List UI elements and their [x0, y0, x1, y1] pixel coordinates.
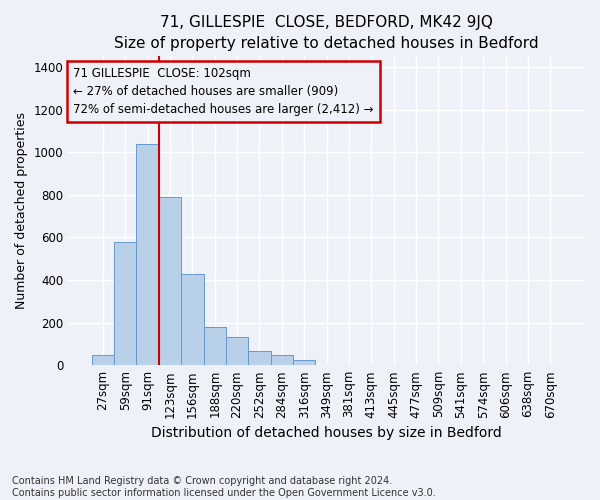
- Text: 71 GILLESPIE  CLOSE: 102sqm
← 27% of detached houses are smaller (909)
72% of se: 71 GILLESPIE CLOSE: 102sqm ← 27% of deta…: [73, 67, 374, 116]
- Y-axis label: Number of detached properties: Number of detached properties: [15, 112, 28, 310]
- Bar: [159, 197, 181, 365]
- Bar: [203, 327, 226, 365]
- Bar: [136, 144, 159, 365]
- Bar: [114, 242, 136, 365]
- Bar: [226, 338, 248, 365]
- Title: 71, GILLESPIE  CLOSE, BEDFORD, MK42 9JQ
Size of property relative to detached ho: 71, GILLESPIE CLOSE, BEDFORD, MK42 9JQ S…: [114, 15, 539, 51]
- X-axis label: Distribution of detached houses by size in Bedford: Distribution of detached houses by size …: [151, 426, 502, 440]
- Bar: [271, 354, 293, 365]
- Bar: [293, 360, 316, 365]
- Bar: [92, 354, 114, 365]
- Bar: [181, 274, 203, 365]
- Bar: [248, 352, 271, 365]
- Text: Contains HM Land Registry data © Crown copyright and database right 2024.
Contai: Contains HM Land Registry data © Crown c…: [12, 476, 436, 498]
